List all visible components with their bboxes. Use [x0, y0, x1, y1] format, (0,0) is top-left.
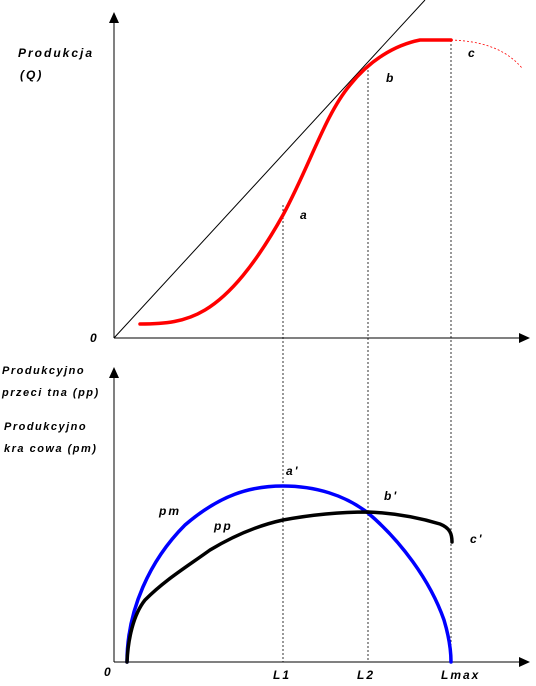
point-b-label: b — [386, 71, 395, 85]
tangent-line — [113, 0, 426, 339]
bottom-y-axis-arrow — [109, 367, 119, 378]
pm-axis-title-1: Produkcyjno — [4, 421, 87, 433]
bottom-x-axis-arrow — [519, 657, 530, 667]
point-b-prime-label: b' — [384, 489, 398, 503]
pp-axis-title-1: Produkcyjno — [2, 365, 85, 377]
point-c-prime-label: c' — [470, 532, 484, 546]
marginal-product-curve — [125, 484, 453, 664]
top-y-axis-arrow — [109, 12, 119, 23]
top-x-axis-arrow — [519, 333, 530, 343]
x-tick-l1: L1 — [273, 668, 291, 682]
top-y-axis-title-2: (Q) — [20, 68, 43, 82]
top-origin-label: 0 — [90, 331, 99, 345]
pm-axis-title-2: kra cowa (pm) — [4, 443, 97, 455]
pp-axis-title-2: przeci tna (pp) — [1, 387, 100, 399]
point-c-label: c — [468, 46, 477, 60]
total-production-decline — [450, 39, 523, 69]
x-tick-lmax: Lmax — [441, 668, 480, 682]
pp-curve-label: pp — [213, 519, 233, 533]
pm-curve-label: pm — [158, 504, 181, 518]
x-tick-l2: L2 — [357, 668, 375, 682]
top-y-axis-title-1: Produkcja — [18, 46, 94, 60]
point-a-label: a — [300, 208, 309, 222]
bottom-origin-label: 0 — [104, 665, 113, 679]
point-a-prime-label: a' — [286, 464, 300, 478]
average-product-curve — [125, 510, 454, 664]
total-production-curve — [138, 38, 453, 326]
